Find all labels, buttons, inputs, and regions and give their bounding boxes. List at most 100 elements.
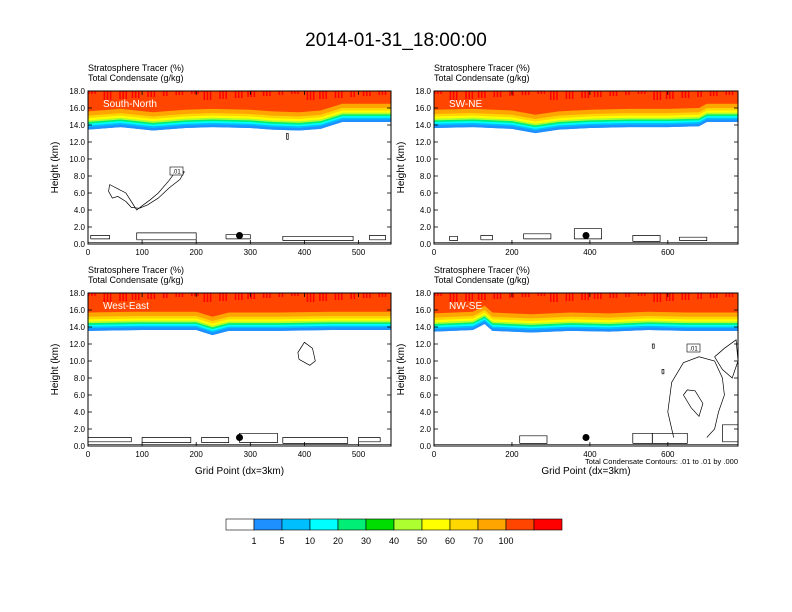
shade-streak <box>556 293 558 302</box>
y-tick-label: 4.0 <box>420 206 432 215</box>
shade-streak <box>175 91 177 95</box>
shade-streak <box>266 91 268 96</box>
shade-streak <box>449 91 452 100</box>
shade-streak <box>94 91 96 94</box>
shade-streak <box>468 91 470 99</box>
shade-streak <box>581 91 583 98</box>
shade-streak <box>537 91 539 94</box>
shade-streak <box>369 91 371 96</box>
colorbar-swatch <box>449 518 479 531</box>
shade-streak <box>571 91 574 99</box>
shade-streak <box>521 91 524 95</box>
y-tick-label: 16.0 <box>69 306 85 315</box>
shade-streak <box>656 91 659 100</box>
shade-streak <box>350 91 352 97</box>
shade-streak <box>209 293 212 302</box>
shade-streak <box>731 293 734 297</box>
shade-streak <box>549 293 552 302</box>
contour-line <box>679 236 708 241</box>
shade-streak <box>659 91 662 100</box>
shade-streak <box>131 91 134 98</box>
shade-streak <box>119 293 121 301</box>
x-tick-label: 100 <box>135 450 149 459</box>
panel-label: South-North <box>103 99 157 110</box>
shade-streak <box>465 293 467 301</box>
contour-level-box <box>169 166 184 176</box>
y-tick-label: 4.0 <box>74 408 86 417</box>
panel-4: NW-SE 0.0 2.0 4.0 6.0 8.0 10.0 12.0 14.0 16.0 18.0… <box>396 265 739 477</box>
shade-streak <box>291 293 293 296</box>
x-tick-label: 0 <box>86 248 91 257</box>
shade-streak <box>178 91 181 95</box>
shade-streak <box>659 293 662 302</box>
shade-streak <box>325 293 327 301</box>
shade-streak <box>731 91 734 95</box>
shade-streak <box>643 293 646 296</box>
shade-streak <box>191 293 193 296</box>
shade-streak <box>309 91 312 100</box>
station-marker <box>582 232 590 239</box>
shade-streak <box>455 293 458 302</box>
shade-streak <box>512 91 514 96</box>
shade-streak <box>600 91 602 97</box>
shade-streak <box>672 91 674 99</box>
shade-streak <box>584 293 586 300</box>
shade-streak <box>247 293 249 299</box>
shade-streak <box>568 91 571 99</box>
shade-streak <box>134 91 137 98</box>
shade-variable-label: Stratosphere Tracer (%) <box>88 63 184 73</box>
shade-streak <box>366 91 368 96</box>
contour-line <box>722 424 738 443</box>
shade-streak <box>341 91 343 98</box>
shade-streak <box>728 91 731 95</box>
shade-streak <box>628 91 630 95</box>
shade-streak <box>237 293 240 300</box>
shade-streak <box>509 91 511 96</box>
x-tick-label: 300 <box>244 248 258 257</box>
shade-streak <box>122 91 124 99</box>
shade-streak <box>197 293 199 296</box>
y-tick-label: 12.0 <box>69 340 85 349</box>
x-tick-label: 500 <box>352 450 366 459</box>
shade-band-70-layer <box>434 91 738 115</box>
y-axis-label: Height (km) <box>50 142 61 194</box>
shade-streak <box>496 91 499 97</box>
shade-streak <box>553 91 555 100</box>
shade-streak <box>712 91 715 96</box>
y-tick-label: 12.0 <box>69 138 85 147</box>
shade-streak <box>725 91 727 95</box>
shade-streak <box>509 293 511 298</box>
x-tick-label: 200 <box>505 450 519 459</box>
colorbar-label: 60 <box>445 536 455 546</box>
shade-streak <box>672 293 674 301</box>
shade-streak <box>362 91 365 96</box>
shade-streak <box>122 293 124 301</box>
shade-streak <box>612 91 615 96</box>
shade-streak <box>637 91 640 94</box>
shade-streak <box>465 91 467 99</box>
y-tick-label: 16.0 <box>69 104 85 113</box>
shade-streak <box>234 293 237 300</box>
shade-streak <box>369 293 371 298</box>
x-tick-label: 600 <box>661 248 675 257</box>
contour-line <box>683 389 704 417</box>
shade-streak <box>477 91 480 98</box>
panel-interior <box>434 91 738 244</box>
shade-streak <box>350 293 352 299</box>
shade-streak <box>684 91 687 98</box>
panel-frame <box>87 90 392 245</box>
shade-streak <box>496 293 499 299</box>
shade-streak <box>540 91 543 94</box>
panel-interior <box>434 293 738 446</box>
shade-streak <box>493 91 496 97</box>
shade-streak <box>481 293 483 300</box>
shade-streak <box>353 293 356 299</box>
shade-streak <box>481 91 483 98</box>
shade-streak <box>222 91 224 99</box>
shade-streak <box>262 293 265 298</box>
y-tick-label: 2.0 <box>74 223 86 232</box>
x-tick-label: 400 <box>583 450 597 459</box>
shade-streak <box>322 293 324 301</box>
y-tick-label: 0.0 <box>420 442 432 451</box>
shade-streak <box>596 91 599 97</box>
